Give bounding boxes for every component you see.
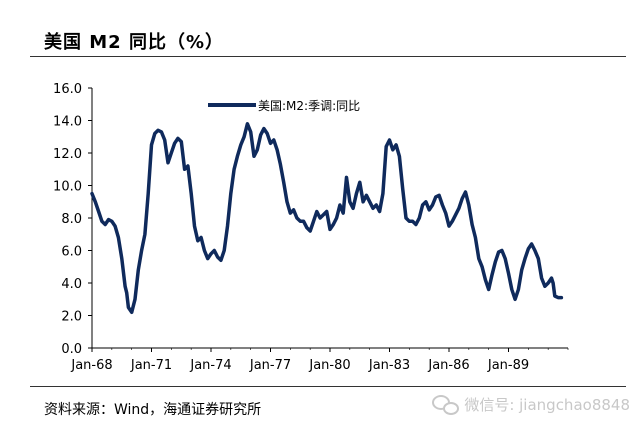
y-tick-label: 10.0 — [53, 180, 82, 195]
line-chart: 0.0 2.0 4.0 6.0 8.0 10.0 12.0 14.0 16.0 Jan-68 Jan… — [53, 82, 569, 373]
x-tick-label: Jan-80 — [308, 358, 350, 373]
legend-label: 美国:M2:季调:同比 — [258, 99, 360, 113]
bottom-divider — [30, 386, 626, 387]
y-tick-label: 4.0 — [61, 277, 82, 292]
wechat-icon — [432, 393, 460, 415]
y-tick-label: 2.0 — [61, 310, 82, 325]
source-note: 资料来源：Wind，海通证券研究所 — [44, 402, 262, 418]
x-tick-label: Jan-77 — [249, 358, 291, 373]
x-tick-label: Jan-68 — [70, 358, 112, 373]
x-tick-label: Jan-83 — [368, 358, 410, 373]
top-divider — [30, 56, 626, 57]
y-tick-label: 16.0 — [53, 82, 82, 97]
x-tick-label: Jan-89 — [487, 358, 529, 373]
y-tick-label: 8.0 — [61, 212, 82, 227]
watermark: 微信号: jiangchao8848 — [432, 393, 630, 415]
y-tick-label: 6.0 — [61, 245, 82, 260]
y-tick-label: 14.0 — [53, 115, 82, 130]
y-tick-label: 12.0 — [53, 147, 82, 162]
y-tick-label: 0.0 — [61, 342, 82, 357]
x-tick-label: Jan-74 — [189, 358, 231, 373]
x-tick-label: Jan-71 — [130, 358, 172, 373]
x-tick-label: Jan-86 — [427, 358, 469, 373]
page-title: 美国 M2 同比（%） — [44, 32, 225, 53]
header: 美国 M2 同比（%） — [0, 0, 644, 58]
watermark-text: 微信号: jiangchao8848 — [464, 395, 630, 414]
series-line — [90, 122, 564, 315]
